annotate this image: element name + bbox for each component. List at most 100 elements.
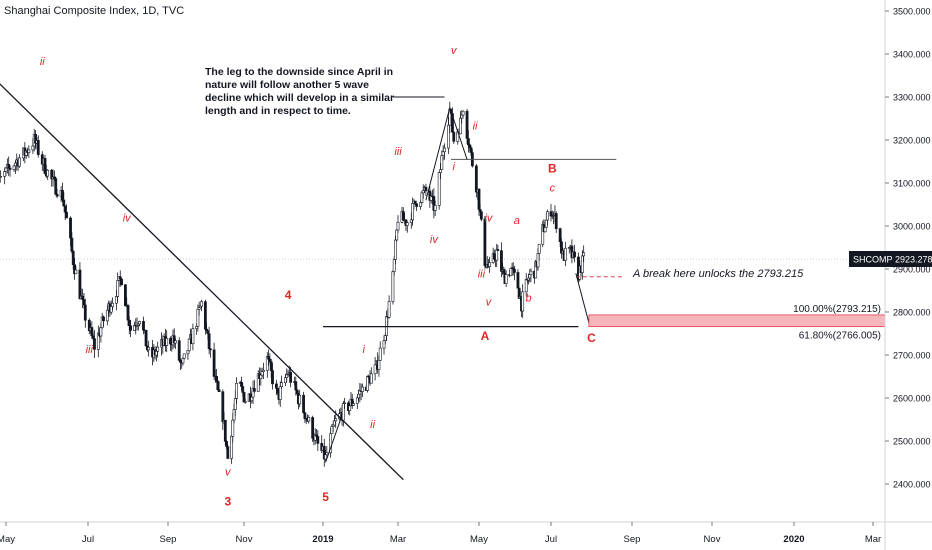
candle: [352, 401, 355, 406]
projection-line[interactable]: [575, 273, 590, 323]
y-tick-label: 2700.000: [893, 351, 931, 361]
wave-label: b: [526, 292, 532, 304]
candle: [124, 284, 127, 307]
candle: [242, 391, 246, 403]
candle: [554, 211, 558, 233]
fib-target-zone[interactable]: [588, 314, 886, 328]
plot-area: [0, 0, 885, 522]
candle: [243, 398, 247, 404]
break-note[interactable]: A break here unlocks the 2793.215: [633, 268, 804, 280]
candle: [252, 379, 256, 394]
candle: [529, 268, 533, 283]
current-price-tag[interactable]: [849, 250, 932, 267]
candle: [271, 363, 274, 390]
candle: [111, 297, 114, 311]
candle: [307, 415, 311, 424]
candle: [165, 330, 169, 353]
x-tick-label: Mar: [865, 534, 881, 545]
x-tick-label: Nov: [236, 534, 253, 545]
candle: [208, 347, 212, 358]
wave-label: C: [587, 331, 596, 345]
candle: [537, 243, 541, 261]
x-tick-label: Jul: [545, 534, 557, 545]
candle: [361, 383, 364, 397]
candle: [216, 379, 220, 391]
candle: [396, 215, 400, 233]
wave-label: 4: [285, 288, 292, 302]
chart-title: Shanghai Composite Index, 1D, TVC: [4, 5, 185, 17]
candle: [18, 154, 21, 168]
wave-label: c: [550, 183, 556, 195]
candle: [366, 375, 369, 393]
x-tick-label: 2019: [312, 534, 333, 545]
x-tick-label: Mar: [390, 534, 406, 545]
wave-label: iii: [394, 146, 402, 158]
wave-label: iv: [484, 213, 493, 225]
time-axis[interactable]: May Jul Sep Nov 2019 Mar May Jul Sep Nov 2020 Mar: [0, 521, 932, 545]
y-tick-label: 3000.000: [893, 222, 931, 232]
candle: [93, 330, 96, 358]
candle: [395, 229, 399, 242]
y-tick-label: 2400.000: [893, 480, 931, 490]
candle: [387, 295, 391, 319]
candle: [504, 270, 508, 288]
candle: [147, 340, 151, 357]
candle: [343, 397, 347, 409]
candle: [405, 221, 409, 233]
wave-label: i: [453, 161, 456, 173]
candle: [8, 165, 12, 177]
candle: [443, 143, 446, 160]
wave-i-ii-path[interactable]: [425, 105, 468, 201]
wave-1-path[interactable]: [325, 415, 343, 463]
candle: [437, 171, 441, 210]
candle: [102, 315, 105, 327]
y-tick-label: 2800.000: [893, 308, 931, 318]
candle: [415, 203, 418, 211]
wave-label: ii: [473, 120, 478, 132]
x-tick-label: Nov: [704, 534, 721, 545]
candle: [563, 241, 567, 267]
candle: [513, 265, 516, 281]
candle: [187, 337, 191, 353]
x-tick-label: May: [470, 534, 488, 545]
candle: [479, 211, 483, 222]
x-tick-label: 2020: [783, 534, 804, 545]
candle: [424, 183, 428, 196]
candle: [582, 245, 586, 263]
candle: [55, 188, 59, 199]
downtrend-line[interactable]: [0, 76, 404, 481]
y-tick-label: 2500.000: [893, 437, 931, 447]
candle: [156, 341, 160, 358]
candle: [46, 168, 50, 181]
candle: [191, 323, 195, 351]
analysis-note[interactable]: The leg to the downside since April in n…: [205, 66, 395, 117]
candle: [433, 200, 437, 216]
x-tick-label: Sep: [624, 534, 641, 545]
candle: [262, 362, 265, 380]
candle: [521, 284, 525, 319]
y-tick-label: 3400.000: [893, 50, 931, 60]
candle: [546, 209, 549, 226]
candle: [316, 430, 320, 452]
fib-label-100: 100.00%(2793.215): [793, 304, 881, 315]
y-tick-label: 3100.000: [893, 179, 931, 189]
wave-label: 5: [322, 490, 329, 504]
price-axis[interactable]: 2400.000 2500.000 2600.000 2700.000 2800.000…: [849, 0, 932, 550]
wave-label: iv: [430, 234, 439, 246]
candle: [27, 145, 31, 158]
candle: [573, 244, 576, 263]
wave-label: B: [548, 161, 557, 175]
candle: [0, 170, 3, 178]
candle: [36, 135, 40, 158]
x-tick-label: Sep: [160, 534, 177, 545]
y-tick-label: 2900.000: [893, 265, 931, 275]
candle: [177, 337, 181, 362]
wave-label: iii: [478, 269, 486, 281]
candle: [138, 320, 142, 327]
wave-label: v: [451, 45, 458, 57]
x-tick-label: May: [0, 534, 15, 545]
candle: [289, 366, 293, 388]
wave-label: ii: [370, 419, 375, 431]
